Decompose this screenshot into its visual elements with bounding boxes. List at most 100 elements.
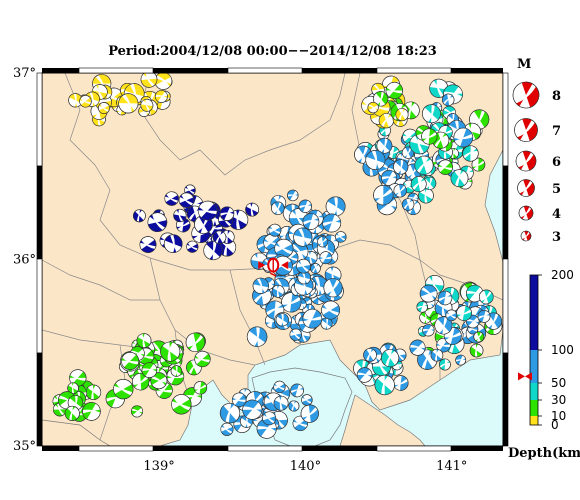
frame-bar (376, 67, 452, 74)
earthquake-mechanism (64, 405, 80, 421)
earthquake-mechanism (231, 392, 247, 407)
earthquake-mechanism (462, 145, 479, 162)
depth-tick-label: 30 (551, 393, 566, 407)
depth-band (530, 275, 538, 350)
frame-bar (153, 68, 228, 73)
earthquake-mechanism (469, 343, 484, 358)
frame-bar (502, 258, 509, 354)
earthquake-mechanism (421, 128, 438, 145)
earthquake-mechanism (185, 332, 206, 352)
earthquake-mechanism (131, 372, 150, 391)
earthquake-mechanism (271, 284, 285, 298)
earthquake-mechanism (471, 157, 486, 172)
frame-bar (78, 67, 154, 74)
earthquake-mechanism (373, 185, 394, 206)
earthquake-mechanism (79, 95, 92, 108)
earthquake-mechanism (302, 308, 323, 329)
magnitude-legend-label: 8 (552, 89, 561, 104)
earthquake-mechanism (150, 372, 168, 390)
frame-bar (153, 446, 228, 451)
izu-area (42, 419, 111, 446)
earthquake-mechanism (376, 137, 393, 154)
frame-bar (302, 446, 377, 451)
earthquake-mechanism (325, 196, 346, 217)
earthquake-mechanism (319, 251, 333, 265)
frame-bar (502, 165, 509, 260)
earthquake-mechanism (365, 150, 386, 170)
earthquake-mechanism (246, 326, 268, 347)
earthquake-mechanism (245, 202, 260, 217)
frame-bar (42, 68, 79, 73)
earthquake-mechanism (170, 365, 183, 377)
depth-band (530, 383, 538, 400)
depth-marker-icon (518, 372, 532, 381)
magnitude-legend-symbol (514, 118, 538, 142)
earthquake-mechanism (140, 73, 158, 88)
earthquake-mechanism (321, 300, 341, 320)
depth-tick-label: 0 (551, 418, 559, 432)
earthquake-mechanism (275, 313, 289, 327)
earthquake-mechanism (335, 231, 347, 243)
earthquake-mechanism (175, 217, 191, 233)
earthquake-mechanism (423, 176, 437, 190)
magnitude-legend-label: 7 (552, 124, 561, 139)
frame-bar (227, 67, 303, 74)
earthquake-mechanism (268, 223, 282, 237)
earthquake-mechanism (163, 234, 183, 253)
earthquake-mechanism (302, 213, 320, 230)
earthquake-mechanism (478, 289, 494, 305)
depth-band (530, 350, 538, 383)
earthquake-mechanism (363, 348, 377, 362)
earthquake-mechanism (67, 382, 79, 395)
magnitude-legend-label: 4 (552, 207, 561, 222)
earthquake-mechanism (437, 290, 453, 306)
earthquake-mechanism (298, 199, 312, 213)
earthquake-mechanism (252, 277, 269, 294)
depth-band (530, 400, 538, 416)
earthquake-mechanism (164, 191, 179, 206)
earthquake-mechanism (395, 108, 409, 122)
focal-mechanism-star-icon (258, 257, 289, 277)
earthquake-mechanism (453, 127, 474, 148)
frame-bar (36, 165, 43, 260)
earthquake-mechanism (373, 91, 389, 107)
depth-tick-label: 10 (551, 409, 566, 423)
frame-bar (36, 72, 43, 167)
frame-bar (502, 352, 509, 447)
earthquake-mechanism (194, 350, 211, 368)
earthquake-mechanism (212, 230, 227, 245)
earthquake-mechanism (193, 381, 208, 395)
frame-bar (302, 68, 377, 73)
magnitude-legend-title: M (517, 57, 531, 72)
earthquake-mechanism (271, 201, 285, 215)
longitude-labels: 139° 140° 141° (143, 459, 467, 474)
earthquake-mechanism (356, 367, 373, 383)
earthquake-mechanism (154, 73, 173, 90)
earthquake-mechanism (393, 183, 407, 198)
earthquake-mechanism (121, 352, 140, 370)
earthquake-mechanism (393, 159, 409, 175)
earthquake-mechanism (442, 93, 455, 107)
earthquake-mechanism (297, 270, 311, 285)
earthquake-mechanism (445, 309, 458, 322)
frame-bar (227, 445, 303, 452)
earthquake-mechanism (455, 354, 467, 366)
magnitude-legend-label: 5 (552, 182, 561, 197)
magnitude-legend-symbol (512, 81, 540, 109)
earthquake-mechanism (197, 200, 218, 221)
earthquake-mechanism (288, 400, 300, 412)
earthquake-mechanism (401, 198, 415, 211)
earthquake-mechanism (401, 146, 415, 159)
depth-tick-label: 200 (551, 268, 574, 282)
earthquake-mechanism (466, 284, 484, 303)
earthquake-mechanism (273, 380, 286, 393)
earthquake-mechanism (118, 93, 139, 114)
earthquake-mechanism (273, 395, 289, 411)
earthquake-mechanism (98, 102, 110, 114)
earthquake-mechanism (374, 374, 395, 396)
earthquake-mechanism (317, 236, 329, 248)
earthquake-mechanism (178, 192, 195, 208)
frame-bar (376, 445, 452, 452)
earthquake-mechanism (82, 402, 101, 421)
earthquake-mechanism (85, 384, 102, 400)
